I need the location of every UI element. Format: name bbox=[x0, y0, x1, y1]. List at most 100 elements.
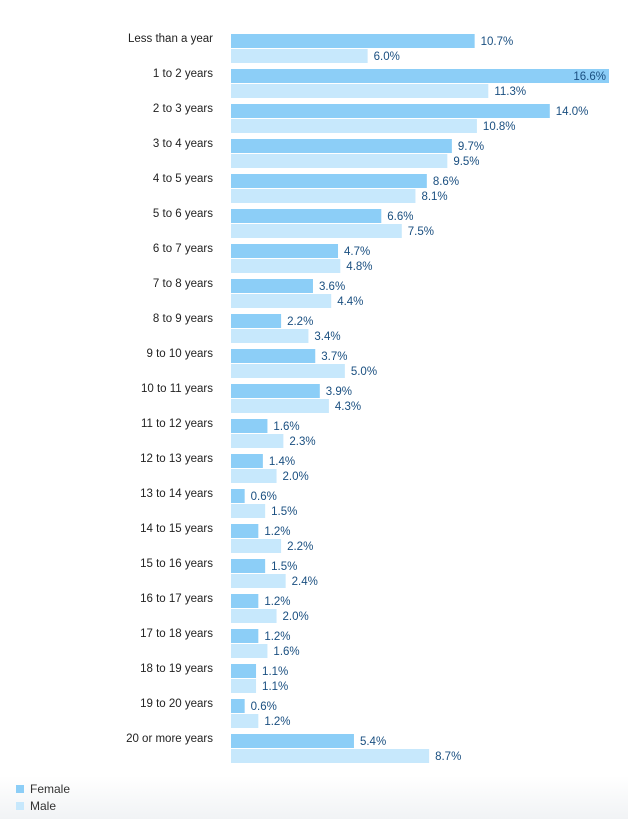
value-label-female: 1.2% bbox=[264, 526, 290, 538]
value-label-female: 3.6% bbox=[319, 281, 345, 293]
bar-male[interactable] bbox=[231, 364, 345, 378]
value-label-male: 4.8% bbox=[346, 261, 372, 273]
value-label-female: 6.6% bbox=[387, 211, 413, 223]
value-label-female: 0.6% bbox=[251, 701, 277, 713]
bar-male[interactable] bbox=[231, 84, 489, 98]
bar-female[interactable] bbox=[231, 314, 282, 328]
value-label-male: 2.3% bbox=[289, 436, 315, 448]
bar-male[interactable] bbox=[231, 539, 282, 553]
category-label: 12 to 13 years bbox=[140, 453, 213, 465]
value-label-female: 5.4% bbox=[360, 736, 386, 748]
value-label-male: 2.0% bbox=[283, 611, 309, 623]
value-label-female: 1.2% bbox=[264, 596, 290, 608]
bar-male[interactable] bbox=[231, 399, 329, 413]
bar-male[interactable] bbox=[231, 49, 368, 63]
value-label-male: 1.1% bbox=[262, 681, 288, 693]
category-label: 13 to 14 years bbox=[140, 488, 213, 500]
category-label: 11 to 12 years bbox=[141, 418, 213, 430]
category-label: 9 to 10 years bbox=[147, 348, 214, 360]
value-label-female: 0.6% bbox=[251, 491, 277, 503]
value-label-male: 8.7% bbox=[435, 751, 461, 763]
value-label-female: 3.7% bbox=[321, 351, 347, 363]
category-label: 14 to 15 years bbox=[140, 523, 213, 535]
category-label: 10 to 11 years bbox=[141, 383, 213, 395]
category-label: 8 to 9 years bbox=[153, 313, 213, 325]
value-label-male: 1.5% bbox=[271, 506, 297, 518]
value-label-female: 1.2% bbox=[264, 631, 290, 643]
bar-male[interactable] bbox=[231, 574, 286, 588]
bar-male[interactable] bbox=[231, 714, 259, 728]
value-label-female: 1.6% bbox=[273, 421, 299, 433]
value-label-male: 6.0% bbox=[374, 51, 400, 63]
bar-male[interactable] bbox=[231, 679, 257, 693]
value-label-male: 2.2% bbox=[287, 541, 313, 553]
legend-label-female: Female bbox=[30, 782, 71, 796]
category-label: 15 to 16 years bbox=[140, 558, 213, 570]
value-label-female: 8.6% bbox=[433, 176, 459, 188]
category-label: 20 or more years bbox=[126, 733, 213, 745]
value-label-female: 9.7% bbox=[458, 141, 484, 153]
bar-female[interactable] bbox=[231, 244, 339, 258]
bar-female[interactable] bbox=[231, 734, 354, 748]
bar-female[interactable] bbox=[231, 384, 320, 398]
category-label: 16 to 17 years bbox=[140, 593, 213, 605]
bar-female[interactable] bbox=[231, 489, 245, 503]
bar-female[interactable] bbox=[231, 174, 427, 188]
bar-male[interactable] bbox=[231, 469, 277, 483]
bar-male[interactable] bbox=[231, 434, 284, 448]
bar-male[interactable] bbox=[231, 609, 277, 623]
bar-male[interactable] bbox=[231, 504, 266, 518]
bar-female[interactable] bbox=[231, 279, 313, 293]
value-label-male: 7.5% bbox=[408, 226, 434, 238]
value-label-female: 16.6% bbox=[573, 71, 606, 83]
legend-item-male[interactable]: Male bbox=[16, 799, 56, 813]
bar-female[interactable] bbox=[231, 34, 475, 48]
bar-male[interactable] bbox=[231, 189, 416, 203]
bar-male[interactable] bbox=[231, 154, 448, 168]
value-label-male: 1.2% bbox=[264, 716, 290, 728]
bar-female[interactable] bbox=[231, 139, 452, 153]
category-label: 18 to 19 years bbox=[140, 663, 213, 675]
bar-female[interactable] bbox=[231, 699, 245, 713]
category-label: 17 to 18 years bbox=[140, 628, 213, 640]
chart-legend: Female Male bbox=[0, 776, 628, 819]
bar-female[interactable] bbox=[231, 104, 550, 118]
value-label-male: 11.3% bbox=[494, 86, 526, 98]
value-label-male: 4.4% bbox=[337, 296, 363, 308]
bar-female[interactable] bbox=[231, 454, 263, 468]
value-label-female: 1.1% bbox=[262, 666, 288, 678]
legend-label-male: Male bbox=[30, 799, 57, 813]
value-label-male: 3.4% bbox=[314, 331, 340, 343]
bar-female[interactable] bbox=[231, 664, 257, 678]
category-label: Less than a year bbox=[128, 33, 213, 45]
value-label-male: 8.1% bbox=[421, 191, 447, 203]
bar-female[interactable] bbox=[231, 559, 266, 573]
bar-male[interactable] bbox=[231, 749, 430, 763]
bar-female[interactable] bbox=[231, 594, 259, 608]
bar-male[interactable] bbox=[231, 224, 402, 238]
bar-female[interactable] bbox=[231, 524, 259, 538]
bar-female[interactable] bbox=[231, 629, 259, 643]
bar-male[interactable] bbox=[231, 259, 341, 273]
value-label-female: 10.7% bbox=[481, 36, 514, 48]
bar-female[interactable] bbox=[231, 69, 609, 83]
bar-male[interactable] bbox=[231, 329, 309, 343]
bar-female[interactable] bbox=[231, 209, 382, 223]
category-label: 19 to 20 years bbox=[140, 698, 213, 710]
bar-male[interactable] bbox=[231, 644, 268, 658]
legend-item-female[interactable]: Female bbox=[16, 782, 70, 796]
bar-female[interactable] bbox=[231, 419, 268, 433]
category-label: 5 to 6 years bbox=[153, 208, 213, 220]
value-label-male: 5.0% bbox=[351, 366, 377, 378]
value-label-female: 14.0% bbox=[556, 106, 589, 118]
category-label: 4 to 5 years bbox=[153, 173, 213, 185]
legend-swatch-female bbox=[16, 785, 24, 793]
value-label-female: 4.7% bbox=[344, 246, 370, 258]
value-label-male: 2.4% bbox=[292, 576, 318, 588]
category-label: 3 to 4 years bbox=[153, 138, 213, 150]
bar-female[interactable] bbox=[231, 349, 316, 363]
category-label: 6 to 7 years bbox=[153, 243, 213, 255]
bar-male[interactable] bbox=[231, 119, 477, 133]
value-label-female: 1.5% bbox=[271, 561, 297, 573]
bar-male[interactable] bbox=[231, 294, 332, 308]
